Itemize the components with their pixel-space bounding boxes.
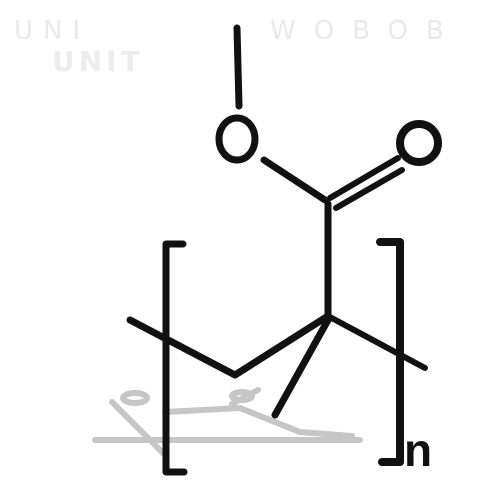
background-watermark-text-left: UNI: [14, 16, 91, 46]
molecule-skeleton: [126, 24, 428, 476]
oxygen-carbonyl-icon: [396, 120, 442, 166]
shadow-bond-chain: [162, 404, 355, 439]
bond-ester-o-c: [260, 156, 329, 204]
shadow-atom-o: [120, 390, 150, 406]
ground-shadow: [92, 387, 363, 458]
shadow-bond-left: [109, 399, 168, 458]
bond-alpha-methyl: [271, 316, 332, 419]
background-watermark-unit: UNIT: [52, 45, 144, 78]
bond-carbonyl-2: [333, 167, 405, 211]
bond-methyl: [233, 24, 243, 110]
repeat-bracket-right: [376, 238, 404, 466]
shadow-atom-o2: [229, 389, 255, 403]
bond-carbonyl-1: [327, 155, 401, 201]
repeat-bracket-left: [162, 240, 188, 476]
oxygen-methoxy-icon: [215, 114, 259, 164]
atom-glyphs: [215, 114, 442, 166]
bond-backbone-right: [325, 313, 428, 371]
repeat-count-subscript: n: [404, 424, 432, 476]
background-watermark-text-right: WOBOB: [270, 16, 462, 46]
